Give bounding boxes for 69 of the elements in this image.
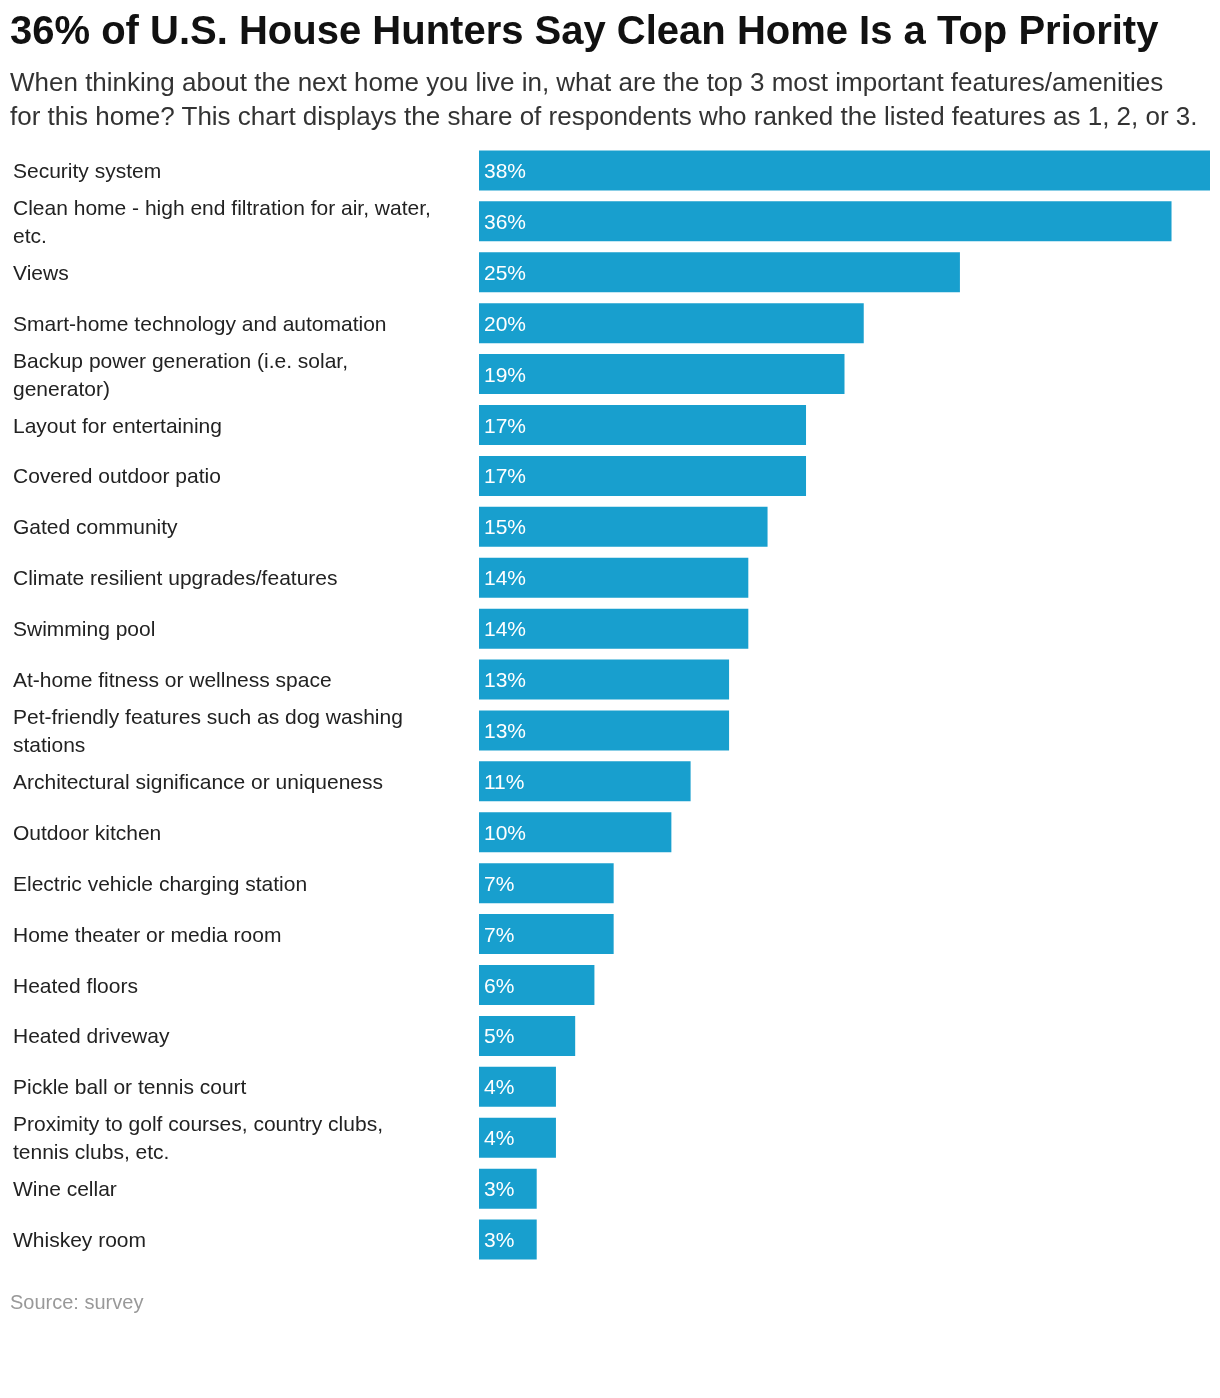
y-tick-label: Electric vehicle charging station [13,871,308,895]
bar [479,252,960,293]
bar [479,659,730,700]
y-tick-label: Outdoor kitchen [13,820,162,844]
bar [479,608,749,649]
y-tick-label: Layout for entertaining [13,413,222,437]
data-label: 6% [484,973,515,997]
y-tick-label: Home theater or media room [13,922,282,946]
y-tick-label: Clean home - high end filtration for air, water, etc. [13,195,437,247]
data-label: 36% [484,209,527,233]
bar [479,557,749,598]
data-label: 17% [484,413,527,437]
data-label: 7% [484,922,515,946]
bar [479,863,614,904]
bar [479,1219,537,1260]
y-tick-label: Pickle ball or tennis court [13,1075,247,1099]
bar [479,201,1172,242]
bar [479,914,614,955]
y-tick-label: Whiskey room [13,1228,147,1252]
bar [479,1168,537,1209]
bar [479,965,595,1005]
y-tick-label: Covered outdoor patio [13,464,221,488]
data-label: 4% [484,1075,515,1099]
bar [479,812,672,853]
bar [479,1117,556,1158]
y-tick-label: Proximity to golf courses, country clubs, tennis clubs, etc. [13,1112,389,1164]
data-label: 38% [484,158,527,182]
data-label: 3% [484,1228,515,1252]
data-label: 13% [484,718,527,742]
bar [479,405,807,445]
data-label: 20% [484,311,527,335]
bar [479,150,1210,191]
y-tick-label: Heated driveway [13,1024,170,1048]
data-label: 10% [484,820,527,844]
y-tick-label: Architectural significance or uniqueness [13,769,384,793]
y-tick-label: At-home fitness or wellness space [13,668,332,692]
bar [479,761,691,802]
y-tick-label: Heated floors [13,973,138,997]
data-label: 15% [484,515,527,539]
chart-title: 36% of U.S. House Hunters Say Clean Home Is a Top Priority [10,8,1160,53]
y-tick-label: Smart-home technology and automation [13,311,387,335]
data-label: 14% [484,566,527,590]
chart-subtitle: When thinking about the next home you live in, what are the top 3 most important features/amenities for this home? This chart displays the share of respondents who ranked the listed features as 1, 2, or 3. [10,66,1199,133]
y-tick-label: Climate resilient upgrades/features [13,566,338,590]
data-label: 5% [484,1024,515,1048]
data-label: 3% [484,1177,515,1201]
y-tick-label: Pet-friendly features such as dog washing stations [13,704,409,756]
source-note: Source: survey [10,1291,145,1314]
data-label: 17% [484,464,527,488]
data-label: 7% [484,871,515,895]
data-label: 4% [484,1126,515,1150]
y-tick-label: Wine cellar [13,1177,117,1201]
bar [479,710,730,751]
bar [479,1015,576,1056]
data-label: 13% [484,668,527,692]
y-tick-label: Gated community [13,515,179,539]
data-label: 19% [484,362,527,386]
bar [479,303,864,344]
y-tick-label: Views [13,260,69,284]
bar [479,506,768,547]
y-tick-label: Backup power generation (i.e. solar, generator) [13,348,354,400]
bar [479,455,807,496]
y-tick-label: Swimming pool [13,617,156,641]
data-label: 25% [484,260,527,284]
bar [479,354,845,395]
data-label: 11% [484,769,525,793]
y-tick-label: Security system [13,158,162,182]
data-label: 14% [484,617,527,641]
bar [479,1066,556,1107]
